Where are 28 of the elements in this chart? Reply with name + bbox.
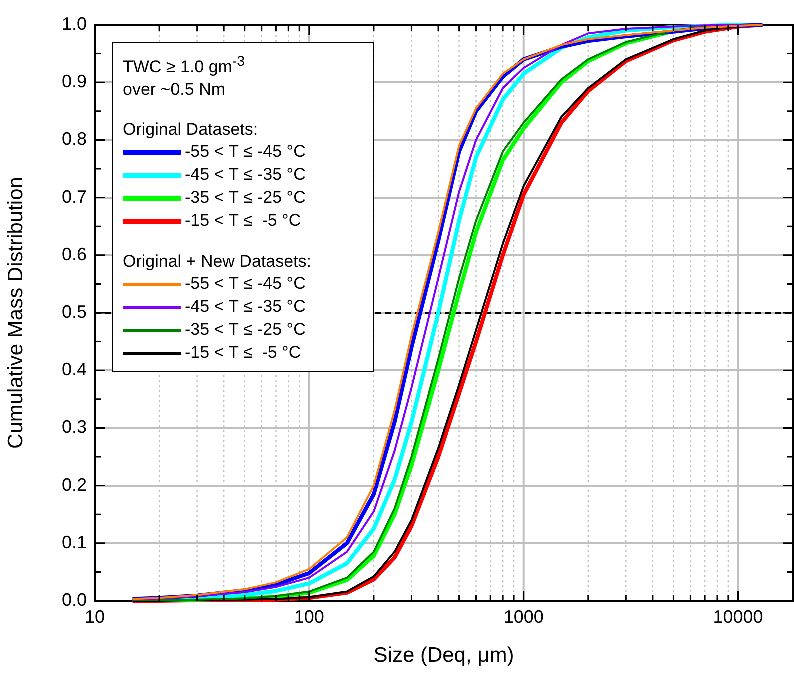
y-tick-label: 0.9: [62, 72, 87, 92]
x-tick-label: 10000: [713, 606, 764, 627]
y-tick-label: 1.0: [62, 14, 87, 34]
y-tick-label: 0.4: [62, 360, 87, 380]
legend-label: -15 < T ≤ -5 °C: [185, 342, 302, 364]
annotation: TWC ≥ 1.0 gm$^{-3}$ over ~0.5 Nm: [123, 53, 246, 101]
x-tick-label: 1000: [504, 606, 544, 627]
legend-label: -15 < T ≤ -5 °C: [185, 210, 302, 232]
x-tick-label: 10: [84, 606, 106, 627]
y-tick-label: 0.1: [62, 532, 87, 552]
legend-label: -55 < T ≤ -45 °C: [185, 273, 306, 296]
annotation: Original + New Datasets:: [123, 250, 312, 273]
legend-label: -55 < T ≤ -45 °C: [185, 141, 306, 164]
x-axis-title: Size (Deq, μm): [374, 644, 514, 668]
y-tick-label: 0.7: [62, 186, 87, 207]
y-axis-title: Cumulative Mass Distribution: [4, 177, 28, 449]
y-tick-label: 0.3: [62, 417, 87, 438]
annotation: Original Datasets:: [123, 118, 260, 141]
legend-label: -35 < T ≤ -25 °C: [185, 187, 306, 210]
legend-label: -45 < T ≤ -35 °C: [185, 296, 306, 318]
y-tick-label: 0.6: [62, 244, 87, 264]
legend-label: -45 < T ≤ -35 °C: [185, 164, 306, 186]
y-tick-label: 0.8: [62, 129, 87, 150]
legend-label: -35 < T ≤ -25 °C: [185, 319, 306, 342]
y-tick-label: 0.5: [62, 302, 87, 322]
y-tick-label: 0.0: [62, 590, 87, 610]
y-tick-label: 0.2: [62, 474, 87, 495]
x-tick-label: 100: [294, 606, 324, 627]
